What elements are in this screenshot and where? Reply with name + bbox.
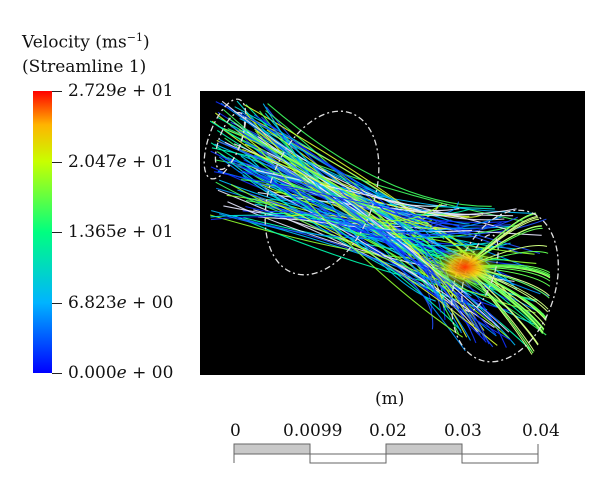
streamline <box>257 192 514 217</box>
streamline <box>258 197 498 346</box>
color-bar-tick <box>52 91 62 92</box>
streamline-svg <box>203 98 559 363</box>
streamline <box>267 103 492 207</box>
streamline <box>242 148 475 326</box>
color-bar-tick-label: 0.000e + 00 <box>68 363 174 383</box>
color-bar-tick-label: 1.365e + 01 <box>68 222 174 242</box>
scale-label-3: 0.03 <box>444 421 482 441</box>
color-bar-tick-label: 6.823e + 00 <box>68 292 174 313</box>
scale-label-4: 0.04 <box>522 421 560 441</box>
streamline <box>218 141 494 348</box>
streamline <box>254 130 443 222</box>
legend-title-velocity: Velocity (ms−1) <box>22 31 150 53</box>
outlet-ring <box>451 209 559 363</box>
streamline-viewport[interactable] <box>200 91 585 375</box>
color-bar-tick-label: 2.729e + 01 <box>68 81 174 101</box>
color-bar-tick-label: 2.047e + 01 <box>68 151 174 172</box>
color-bar-tick <box>52 232 62 233</box>
streamline <box>264 187 495 329</box>
streamline <box>238 129 432 230</box>
scale-label-0: 0 <box>230 421 241 441</box>
streamline-bundle <box>209 100 551 355</box>
streamline <box>257 146 464 338</box>
color-bar-tick <box>52 161 62 163</box>
scale-bar <box>233 443 539 464</box>
scale-unit: (m) <box>375 389 405 409</box>
streamline <box>218 213 466 240</box>
streamline <box>213 171 463 229</box>
streamline <box>246 131 448 207</box>
legend-title: Velocity (ms−1) (Streamline 1) <box>22 26 150 79</box>
streamline <box>219 179 512 229</box>
scale-label-2: 0.02 <box>369 421 407 441</box>
color-bar-tick <box>52 302 62 304</box>
inlet-inner-ring <box>214 111 246 171</box>
color-bar <box>33 91 52 373</box>
streamline <box>240 129 462 334</box>
streamline <box>264 112 535 326</box>
streamline <box>234 159 487 343</box>
velocity-hotspot <box>431 245 499 289</box>
mid-ring <box>264 110 380 276</box>
streamline <box>221 100 505 221</box>
streamline <box>230 159 444 305</box>
streamline <box>246 198 495 210</box>
streamline <box>253 114 490 345</box>
legend-subtitle: (Streamline 1) <box>22 56 147 77</box>
streamline <box>253 209 479 333</box>
streamline <box>214 143 536 214</box>
streamline <box>237 218 434 330</box>
color-bar-tick <box>52 373 62 374</box>
streamline <box>249 193 518 236</box>
scale-label-1: 0.0099 <box>283 421 343 441</box>
